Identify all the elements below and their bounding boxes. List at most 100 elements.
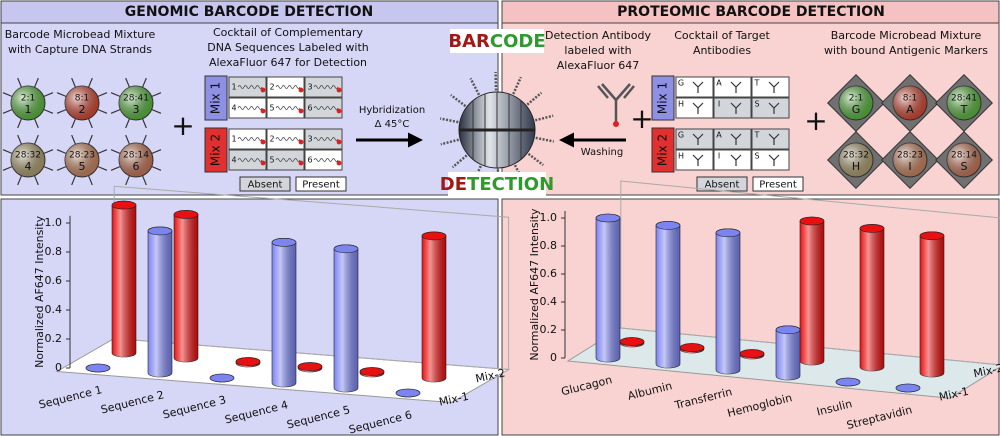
strand [532, 135, 555, 143]
bead: 8:1A [881, 74, 939, 132]
bead-strand [17, 175, 23, 186]
dna-strand [275, 137, 301, 141]
bead-strand [141, 118, 147, 129]
bead-ratio: 28:41 [123, 94, 149, 104]
bar-cap [297, 362, 323, 371]
bead: 28:324 [2, 134, 54, 186]
fluor-label [613, 121, 619, 127]
y-tick-label: 0.8 [540, 239, 558, 252]
dna-strand [313, 85, 339, 89]
bead-caption: Barcode Microbead Mixture [5, 28, 156, 41]
bead: 28:146 [110, 134, 162, 186]
bead: 8:12 [56, 77, 108, 129]
bead-id: 3 [133, 103, 140, 116]
bead-ratio: 2:1 [849, 94, 863, 104]
dna-strand [237, 85, 263, 89]
mix-cell-label: 5 [269, 104, 274, 113]
plus-sign: + [630, 102, 653, 135]
bead-strand [97, 108, 108, 114]
dna-strand [313, 137, 339, 141]
bead-shine [119, 86, 153, 120]
bead-ratio: 28:32 [843, 151, 869, 161]
bead-strand [71, 134, 77, 145]
mix-cell [304, 76, 343, 98]
mix-label-box [204, 75, 228, 121]
word-box [448, 172, 546, 196]
mix-cell [228, 76, 267, 98]
bead-strand [71, 118, 77, 129]
bead-ratio: 28:23 [897, 151, 923, 161]
mix-cell [675, 128, 714, 150]
plus-sign: + [804, 104, 827, 137]
bar-shine [800, 217, 824, 365]
antibody-glyph [730, 102, 742, 114]
bead-strand [125, 134, 131, 145]
word-box [450, 29, 544, 53]
bead-shine [65, 143, 99, 177]
legend-label: Present [759, 180, 797, 191]
dna-strand [275, 85, 301, 89]
bead-shine [893, 86, 927, 120]
mix-cell-label: S [754, 152, 759, 161]
bead-id: 2 [79, 103, 86, 116]
mix-cell-label: I [718, 100, 720, 109]
bar-shine [656, 221, 680, 368]
mix-cell [266, 97, 305, 119]
bead-strand [97, 92, 108, 98]
bead-strand [33, 175, 39, 186]
cocktail-caption: Antibodies [693, 44, 751, 57]
bead-strand [17, 118, 23, 129]
mix-cell [713, 128, 752, 150]
bead-strand [125, 118, 131, 129]
bead-id: A [906, 103, 914, 116]
mix-label: Mix 1 [656, 82, 670, 114]
series-label: Mix-1 [938, 385, 970, 404]
genomic-title: GENOMIC BARCODE DETECTION [125, 4, 373, 20]
bead-id: 5 [79, 160, 86, 173]
genomic-header [0, 0, 499, 24]
mix-cell-label: T [754, 131, 760, 140]
bead-strand [110, 165, 121, 171]
bead-id: 6 [133, 160, 140, 173]
mix-cell-label: A [716, 79, 722, 88]
bead-strand [2, 108, 13, 114]
mix-cell-label: 4 [231, 156, 236, 165]
bead-strand [56, 149, 67, 155]
bead-shine [893, 143, 927, 177]
bead-ratio: 8:1 [903, 94, 917, 104]
strand [510, 76, 523, 98]
fluor-label [298, 139, 304, 145]
y-tick-label: 0 [55, 361, 62, 374]
bar-cap [619, 337, 645, 346]
mix-cell-label: 5 [269, 156, 274, 165]
y-tick-label: 0.4 [45, 303, 63, 316]
bead-strand [56, 92, 67, 98]
bead-strand [87, 118, 93, 129]
bead-caption: Barcode Microbead Mixture [831, 29, 982, 42]
bead-strand [151, 108, 162, 114]
antibody-glyph [692, 154, 704, 166]
mix-cell-label: 6 [307, 156, 312, 165]
mix-cell-label: H [678, 152, 684, 161]
bead-strand [2, 149, 13, 155]
bead-ratio: 28:32 [15, 151, 41, 161]
mix-cell [713, 149, 752, 171]
bead-strand [43, 149, 54, 155]
bar-shine [334, 244, 358, 392]
bead-strand [110, 108, 121, 114]
bead-id: 1 [25, 103, 32, 116]
bead-shine [947, 143, 981, 177]
antibody-glyph [692, 102, 704, 114]
mix-cell-label: 1 [231, 135, 236, 144]
y-tick-label: 0.6 [540, 267, 558, 280]
legend-box [239, 176, 291, 192]
bar-cap [209, 373, 235, 383]
bead-strand [17, 134, 23, 145]
proteomic-header [501, 0, 1000, 24]
bar-shine [716, 228, 740, 374]
bead-strand [141, 77, 147, 88]
bar-cap [85, 363, 111, 373]
mix-cell [266, 149, 305, 171]
center-word: BARCODE [448, 31, 545, 52]
